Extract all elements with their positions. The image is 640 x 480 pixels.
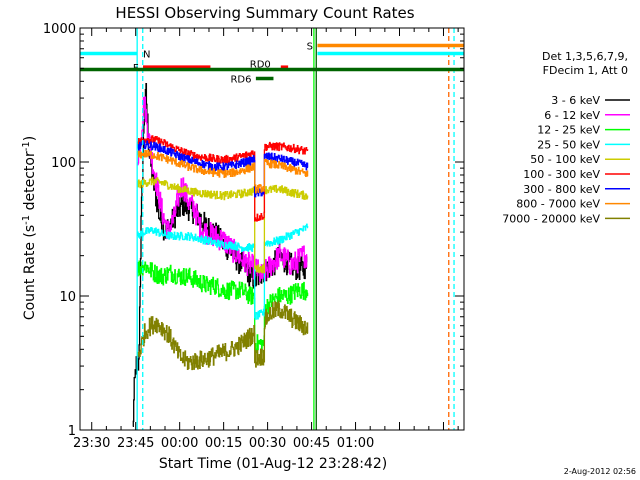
legend-label: 7000 - 20000 keV [502,212,600,225]
legend-label: 100 - 300 keV [523,168,600,181]
y-label-mid: detector [22,151,38,215]
y-label-main: Count Rate (s [22,225,38,320]
legend-label: 300 - 800 keV [523,183,600,196]
state-bar-label: RD0 [250,60,271,71]
x-tick-label: 23:30 [73,436,110,451]
legend-label: 800 - 7000 keV [516,198,600,211]
series-line [136,149,309,194]
plot-frame [79,27,465,431]
x-tick-label: 00:00 [161,436,198,451]
x-axis: 23:30 23:45 00:00 00:15 00:30 00:45 01:00 [73,28,459,451]
y-label-sup2: -1 [21,141,32,151]
series-line [136,176,309,274]
x-tick-label: 00:45 [293,436,330,451]
plot-area: NFRD0RD6S [79,27,465,431]
x-tick-label: 00:30 [249,436,286,451]
series-line [136,260,309,354]
x-tick-label: 01:00 [337,436,374,451]
x-axis-label: Start Time (01-Aug-12 23:28:42) [159,456,387,472]
footer-date: 2-Aug-2012 02:56 [564,467,636,476]
series-line [136,96,308,282]
state-bar-label: RD6 [230,74,251,85]
y-label-sup1: -1 [21,215,32,225]
legend-header: FDecim 1, Att 0 [543,64,628,77]
series-line [136,223,309,320]
legend-label: 12 - 25 keV [537,124,600,137]
state-bar-label: S [307,42,313,53]
legend-label: 3 - 6 keV [551,94,600,107]
legend-label: 6 - 12 keV [544,109,600,122]
y-tick-label: 1 [68,424,76,439]
y-label-end: ) [22,136,38,141]
y-tick-label: 10 [59,290,76,305]
series-line [136,300,309,371]
y-axis: 1 10 100 1000 [43,22,464,439]
legend-label: 25 - 50 keV [537,138,600,151]
x-tick-label: 23:45 [117,436,154,451]
chart-title: HESSI Observing Summary Count Rates [115,4,414,22]
legend-header: Det 1,3,5,6,7,9, [542,50,628,63]
y-tick-label: 1000 [43,22,76,37]
y-axis-label: Count Rate (s-1 detector-1) [21,136,38,320]
legend-label: 50 - 100 keV [530,153,600,166]
series-line [136,135,309,222]
series-line [136,140,309,198]
state-bar-label: N [143,50,150,61]
y-tick-label: 100 [51,156,76,171]
x-tick-label: 00:15 [205,436,242,451]
legend: Det 1,3,5,6,7,9,FDecim 1, Att 0 3 - 6 keV… [502,50,630,225]
